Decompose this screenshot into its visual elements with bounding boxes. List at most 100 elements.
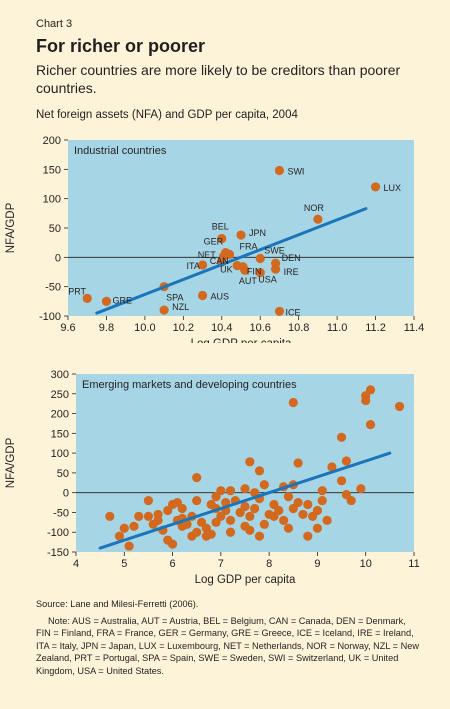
note-line: ITA = Italy, JPN = Japan, LUX = Luxembou… bbox=[36, 640, 419, 651]
data-point bbox=[240, 265, 250, 275]
y-tick-label: 100 bbox=[51, 448, 69, 460]
data-point bbox=[370, 182, 381, 192]
data-point bbox=[167, 539, 178, 549]
data-point bbox=[225, 486, 236, 496]
y-tick-label: 50 bbox=[49, 223, 61, 235]
x-tick-label: 9 bbox=[314, 558, 320, 570]
point-label: ICE bbox=[285, 307, 300, 317]
x-tick-label: 9.6 bbox=[60, 322, 75, 334]
x-tick-label: 9.8 bbox=[99, 322, 114, 334]
data-point bbox=[240, 484, 250, 494]
data-point bbox=[105, 511, 115, 521]
x-tick-label: 11.4 bbox=[404, 322, 425, 334]
data-point bbox=[197, 290, 208, 301]
data-point bbox=[303, 499, 313, 510]
data-point bbox=[143, 511, 154, 521]
y-tick-label: 0 bbox=[55, 252, 61, 264]
point-label: DEN bbox=[282, 253, 301, 263]
y-tick-label: 300 bbox=[51, 369, 69, 381]
data-point bbox=[279, 515, 289, 525]
point-label: ITA bbox=[187, 261, 200, 271]
point-label: GRE bbox=[112, 295, 132, 305]
y-tick-label: 150 bbox=[43, 164, 61, 176]
x-tick-label: 10.0 bbox=[134, 322, 155, 334]
y-tick-label: 200 bbox=[51, 409, 69, 421]
point-label: SWI bbox=[287, 167, 304, 177]
data-point bbox=[192, 495, 202, 506]
source-note: Source: Lane and Milesi-Ferretti (2006). bbox=[36, 599, 199, 609]
data-point bbox=[172, 497, 182, 508]
panel-label: Industrial countries bbox=[74, 145, 167, 157]
data-point bbox=[192, 527, 202, 537]
y-tick-label: 0 bbox=[63, 488, 69, 500]
data-point bbox=[312, 523, 323, 533]
data-point bbox=[274, 165, 285, 176]
y-tick-label: -100 bbox=[39, 311, 61, 323]
data-point bbox=[293, 458, 303, 468]
data-point bbox=[201, 531, 211, 541]
data-point bbox=[346, 495, 356, 506]
x-tick-label: 10.6 bbox=[250, 322, 271, 334]
data-point bbox=[163, 505, 173, 516]
point-label: LUX bbox=[384, 183, 402, 193]
data-point bbox=[114, 531, 125, 541]
y-tick-label: 50 bbox=[57, 468, 69, 480]
data-point bbox=[317, 495, 327, 506]
data-point bbox=[313, 214, 323, 224]
chart-subtitle: Richer countries are more likely to be c… bbox=[36, 62, 401, 96]
panel-label: Emerging markets and developing countrie… bbox=[82, 379, 297, 391]
point-label: FRA bbox=[239, 241, 257, 251]
x-tick-label: 10 bbox=[360, 558, 372, 570]
data-point bbox=[259, 480, 269, 490]
x-tick-label: 6 bbox=[170, 558, 176, 570]
data-point bbox=[303, 531, 313, 541]
y-tick-label: 250 bbox=[51, 389, 69, 401]
data-point bbox=[129, 521, 139, 531]
x-tick-label: 5 bbox=[121, 558, 127, 570]
data-point bbox=[336, 476, 347, 486]
x-tick-label: 11 bbox=[408, 558, 419, 570]
data-point bbox=[148, 519, 158, 529]
x-tick-label: 10.4 bbox=[211, 322, 232, 334]
abbreviation-note: Note: AUS = Australia, AUT = Austria, BE… bbox=[36, 615, 430, 678]
data-point bbox=[225, 515, 236, 525]
x-tick-label: 10.8 bbox=[288, 322, 309, 334]
data-point bbox=[236, 230, 246, 240]
data-point bbox=[245, 457, 255, 467]
y-axis-label: NFA/GDP bbox=[5, 202, 17, 253]
data-point bbox=[274, 306, 285, 316]
chart-caption: Net foreign assets (NFA) and GDP per cap… bbox=[36, 109, 298, 121]
data-point bbox=[336, 432, 347, 442]
data-point bbox=[322, 515, 332, 525]
y-tick-label: 150 bbox=[51, 428, 69, 440]
point-label: NZL bbox=[172, 302, 189, 312]
data-point bbox=[293, 497, 303, 508]
data-point bbox=[365, 420, 376, 430]
data-point bbox=[255, 253, 265, 264]
trend-line bbox=[98, 451, 392, 550]
note-line: Kingdom, USA = United States. bbox=[36, 665, 164, 676]
x-tick-label: 4 bbox=[73, 558, 79, 570]
point-label: CAN bbox=[210, 256, 229, 266]
data-point bbox=[327, 462, 337, 472]
data-point bbox=[101, 296, 112, 306]
data-point bbox=[288, 397, 298, 408]
data-point bbox=[119, 523, 129, 533]
note-line: FIN = Finland, FRA = France, GER = Germa… bbox=[36, 628, 414, 638]
point-label: JPN bbox=[249, 228, 266, 238]
data-point bbox=[134, 511, 144, 521]
data-point bbox=[225, 527, 236, 537]
point-label: SPA bbox=[166, 293, 183, 303]
data-point bbox=[255, 267, 265, 278]
data-point bbox=[245, 511, 255, 521]
data-point bbox=[240, 521, 250, 531]
plot-area bbox=[68, 140, 414, 316]
data-point bbox=[250, 503, 260, 514]
y-tick-label: -100 bbox=[47, 527, 69, 539]
data-point bbox=[361, 395, 371, 406]
x-tick-label: 10.2 bbox=[173, 322, 194, 334]
point-label: AUT bbox=[239, 276, 258, 286]
x-tick-label: 8 bbox=[266, 558, 272, 570]
